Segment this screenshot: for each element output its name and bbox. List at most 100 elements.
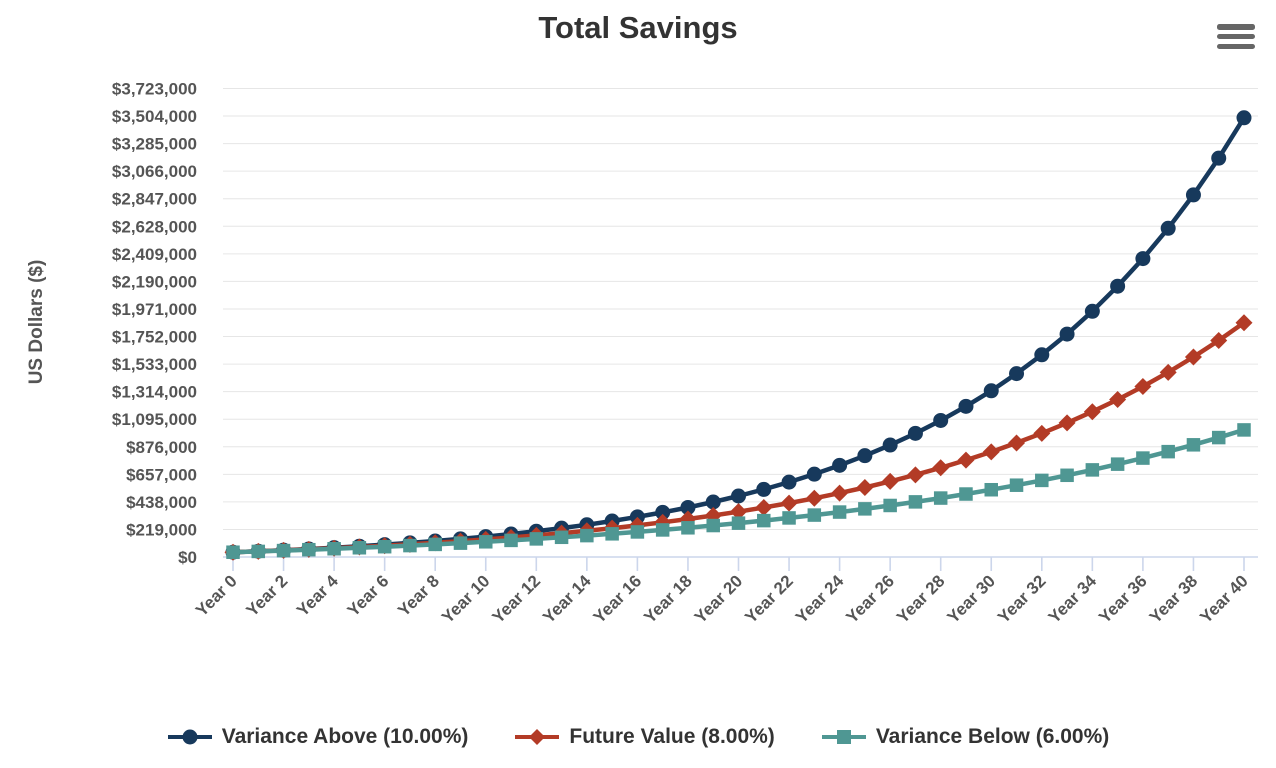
data-point[interactable] <box>908 495 923 509</box>
data-point[interactable] <box>1059 326 1075 342</box>
data-point[interactable] <box>781 474 797 490</box>
x-axis-tick-label: Year 40 <box>1196 571 1252 627</box>
x-axis-tick-label: Year 22 <box>741 571 797 627</box>
x-axis-tick-label: Year 20 <box>691 571 747 627</box>
data-point[interactable] <box>958 398 974 414</box>
data-point[interactable] <box>1109 391 1127 409</box>
x-axis-tick-label: Year 36 <box>1095 571 1151 627</box>
data-point[interactable] <box>1211 150 1227 166</box>
data-point[interactable] <box>983 383 999 399</box>
data-point[interactable] <box>1110 457 1125 471</box>
data-point[interactable] <box>655 523 670 537</box>
data-point[interactable] <box>352 541 367 555</box>
data-point[interactable] <box>1058 414 1076 432</box>
data-point[interactable] <box>302 542 316 557</box>
data-point[interactable] <box>1136 451 1150 465</box>
data-point[interactable] <box>1184 348 1202 366</box>
data-point[interactable] <box>731 488 746 504</box>
legend-item-variance-below[interactable]: Variance Below (6.00%) <box>821 725 1109 749</box>
data-point[interactable] <box>959 487 973 501</box>
data-point[interactable] <box>655 504 671 520</box>
data-point[interactable] <box>276 543 291 558</box>
data-point[interactable] <box>756 481 772 497</box>
legend-item-future-value[interactable]: Future Value (8.00%) <box>514 725 775 749</box>
data-point[interactable] <box>479 535 493 549</box>
data-point[interactable] <box>831 484 849 502</box>
data-point[interactable] <box>832 457 848 473</box>
data-point[interactable] <box>1235 314 1253 332</box>
data-point[interactable] <box>453 536 468 550</box>
data-point[interactable] <box>933 491 948 505</box>
data-point[interactable] <box>706 518 720 533</box>
data-point[interactable] <box>1185 187 1201 203</box>
data-point[interactable] <box>755 499 773 517</box>
data-point[interactable] <box>832 505 847 519</box>
data-point[interactable] <box>1134 377 1152 395</box>
data-point[interactable] <box>1033 424 1051 442</box>
data-point[interactable] <box>907 425 923 441</box>
data-point[interactable] <box>1159 363 1177 381</box>
data-point[interactable] <box>630 525 645 539</box>
data-point[interactable] <box>807 508 822 522</box>
chart-title: Total Savings <box>538 10 738 45</box>
data-point[interactable] <box>403 538 417 553</box>
data-point[interactable] <box>705 494 721 510</box>
data-point[interactable] <box>1211 430 1226 445</box>
data-point[interactable] <box>1009 478 1024 492</box>
data-point[interactable] <box>1160 220 1176 236</box>
data-point[interactable] <box>806 466 822 482</box>
data-point[interactable] <box>377 539 392 554</box>
data-point[interactable] <box>1085 463 1100 477</box>
data-point[interactable] <box>1110 278 1126 294</box>
data-point[interactable] <box>1034 347 1050 363</box>
data-point[interactable] <box>805 489 823 507</box>
legend-label: Future Value (8.00%) <box>569 725 775 748</box>
data-point[interactable] <box>957 451 975 469</box>
data-point[interactable] <box>226 545 240 559</box>
data-point[interactable] <box>932 459 950 477</box>
data-point[interactable] <box>858 502 872 516</box>
data-point[interactable] <box>1009 366 1025 382</box>
x-axis-tick-label: Year 14 <box>539 571 595 627</box>
diamond-marker-icon <box>515 729 560 745</box>
data-point[interactable] <box>857 448 873 464</box>
data-point[interactable] <box>882 437 898 453</box>
data-point[interactable] <box>881 472 899 490</box>
data-point[interactable] <box>1084 303 1100 319</box>
data-point[interactable] <box>730 503 747 521</box>
data-point[interactable] <box>251 544 266 559</box>
data-point[interactable] <box>605 527 619 541</box>
legend-item-variance-above[interactable]: Variance Above (10.00%) <box>167 725 468 749</box>
x-axis-tick-label: Year 18 <box>640 571 696 627</box>
data-point[interactable] <box>933 412 949 428</box>
data-point[interactable] <box>1186 438 1201 452</box>
data-point[interactable] <box>780 494 798 512</box>
data-point[interactable] <box>580 528 594 543</box>
data-point[interactable] <box>782 511 796 525</box>
data-point[interactable] <box>1060 468 1074 483</box>
data-point[interactable] <box>856 478 874 496</box>
data-point[interactable] <box>1236 110 1252 126</box>
data-point[interactable] <box>428 537 442 552</box>
data-point[interactable] <box>680 499 696 515</box>
hamburger-menu-icon[interactable] <box>1217 24 1255 49</box>
data-point[interactable] <box>984 482 999 497</box>
data-point[interactable] <box>681 521 695 535</box>
data-point[interactable] <box>883 498 897 513</box>
data-point[interactable] <box>1210 332 1228 350</box>
data-point[interactable] <box>1161 444 1175 459</box>
data-point[interactable] <box>1083 403 1101 421</box>
data-point[interactable] <box>504 533 518 548</box>
circle-marker-icon <box>167 729 212 745</box>
data-point[interactable] <box>529 532 544 546</box>
data-point[interactable] <box>554 530 569 545</box>
data-point[interactable] <box>731 516 746 530</box>
data-point[interactable] <box>982 443 1000 461</box>
data-point[interactable] <box>1135 251 1151 267</box>
data-point[interactable] <box>1035 473 1049 488</box>
data-point[interactable] <box>757 513 771 528</box>
data-point[interactable] <box>1008 434 1026 452</box>
data-point[interactable] <box>906 466 924 484</box>
data-point[interactable] <box>327 542 341 556</box>
data-point[interactable] <box>1237 423 1251 437</box>
